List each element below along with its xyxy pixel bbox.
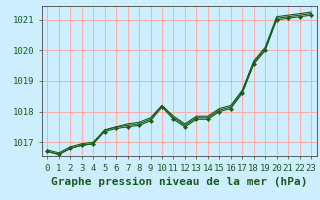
X-axis label: Graphe pression niveau de la mer (hPa): Graphe pression niveau de la mer (hPa) [51,177,308,187]
